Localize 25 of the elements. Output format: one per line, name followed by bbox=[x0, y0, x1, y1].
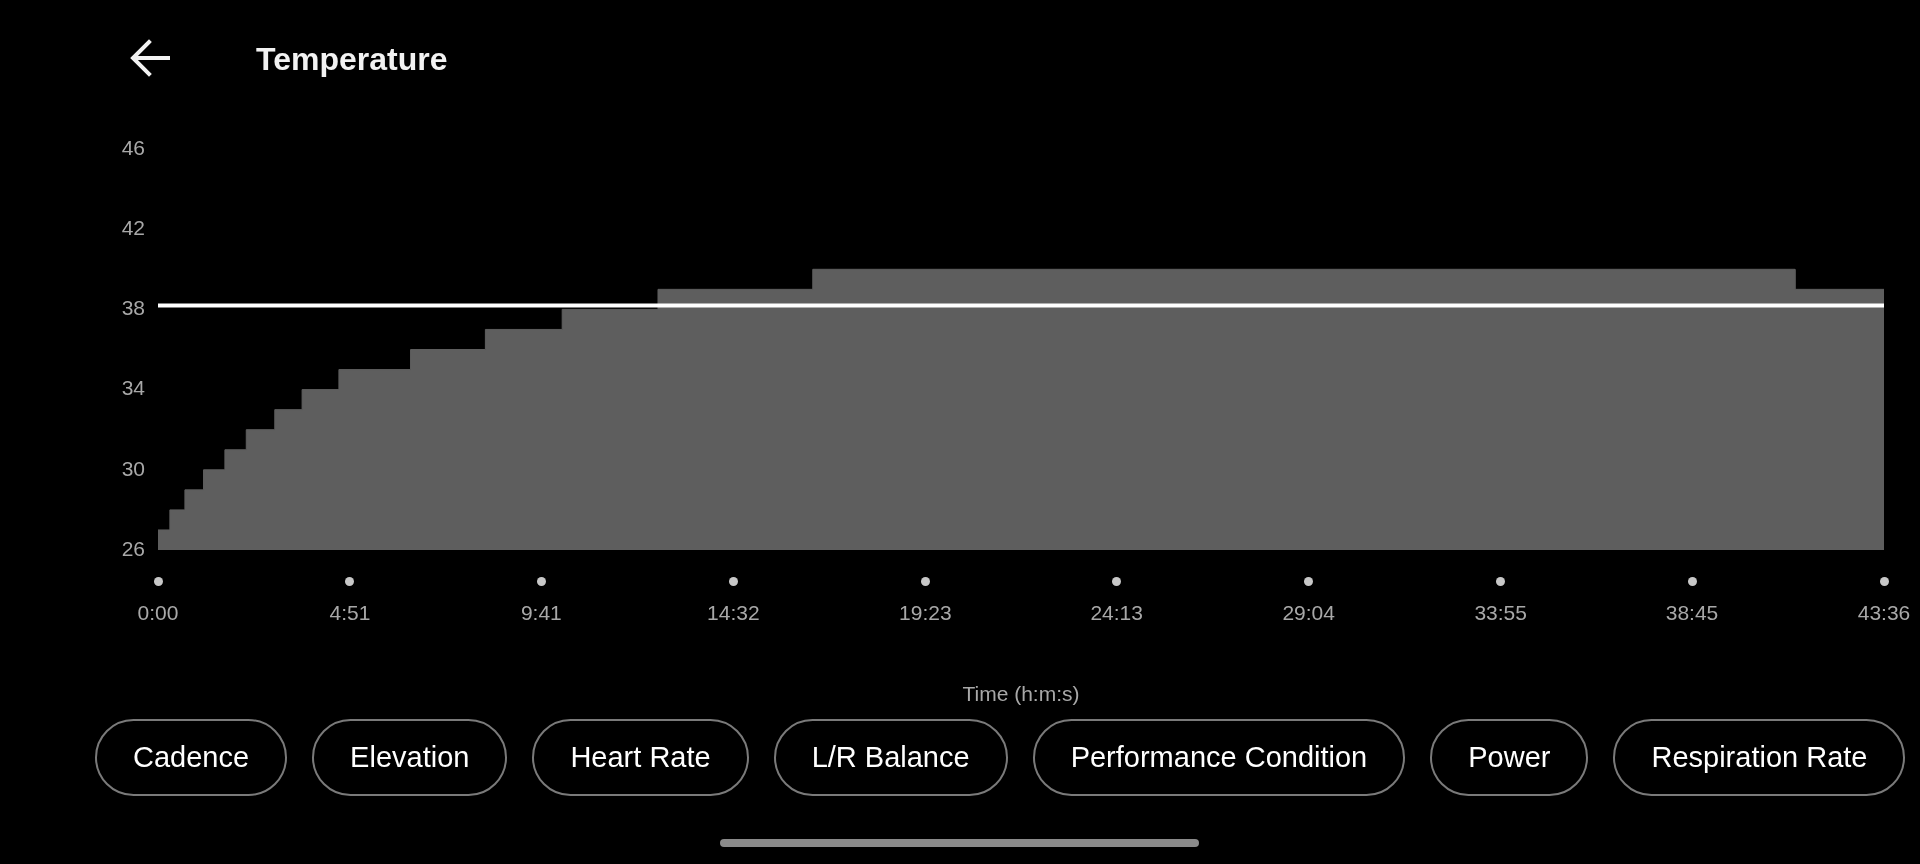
x-tick-label: 14:32 bbox=[707, 601, 760, 625]
x-axis-title: Time (h:m:s) bbox=[962, 682, 1080, 706]
chip-button: L/R Balance bbox=[773, 719, 1008, 796]
x-tick-label: 29:04 bbox=[1282, 601, 1336, 625]
x-tick-label: 0:00 bbox=[137, 601, 179, 625]
chip-button: Respiration Rate bbox=[1613, 719, 1906, 796]
y-tick-label: 26 bbox=[121, 536, 145, 560]
x-tick-label: 19:23 bbox=[899, 601, 952, 625]
chip-button: Cadence bbox=[95, 719, 288, 796]
y-tick-label: 46 bbox=[121, 135, 145, 159]
chip-button: Power bbox=[1430, 719, 1589, 796]
y-tick-label: 30 bbox=[121, 456, 145, 480]
x-tick-label: 33:55 bbox=[1474, 601, 1527, 625]
chip-button: Elevation bbox=[312, 719, 508, 796]
x-tick-label: 9:41 bbox=[520, 601, 562, 625]
chart-title: Temperature bbox=[256, 40, 448, 78]
y-tick-label: 34 bbox=[121, 376, 146, 400]
x-tick-label: 24:13 bbox=[1090, 601, 1143, 625]
x-tick-label: 38:45 bbox=[1665, 601, 1719, 625]
chip-button: Heart Rate bbox=[532, 719, 749, 796]
y-tick-label: 42 bbox=[121, 216, 145, 239]
chip-button: Performance Condition bbox=[1032, 719, 1406, 796]
x-tick-label: 4:51 bbox=[329, 601, 371, 625]
y-tick-label: 38 bbox=[121, 296, 145, 320]
x-tick-label: 43:36 bbox=[1857, 601, 1911, 625]
